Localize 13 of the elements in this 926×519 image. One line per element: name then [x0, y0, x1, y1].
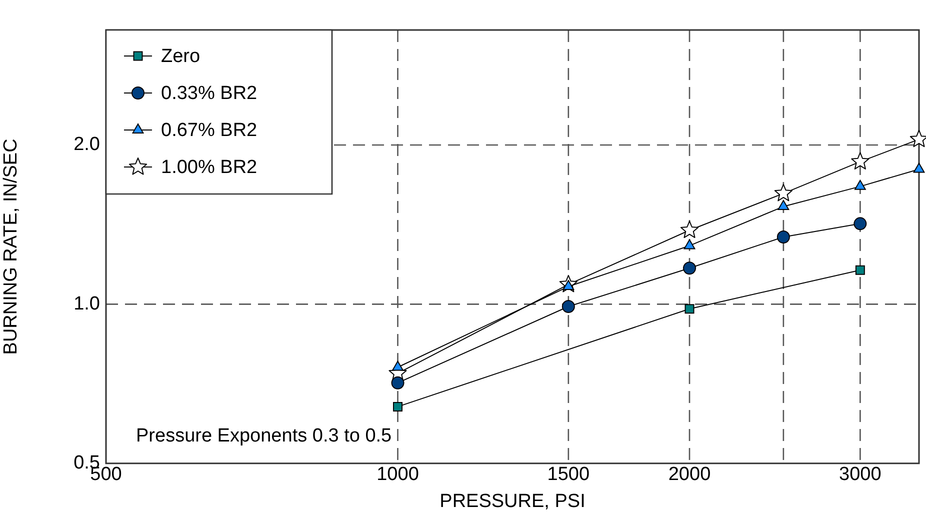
y-axis-title: BURNING RATE, IN/SEC	[0, 138, 22, 355]
x-axis-title: PRESSURE, PSI	[440, 490, 586, 512]
y-tick-label: 1.0	[74, 293, 100, 314]
x-tick-label: 1000	[376, 464, 419, 486]
annotation: Pressure Exponents 0.3 to 0.5	[136, 425, 392, 446]
x-tick-label: 2000	[668, 464, 711, 486]
x-tick-label: 3000	[839, 464, 882, 486]
y-tick-label: 2.0	[74, 134, 100, 156]
legend-label: Zero	[161, 46, 200, 68]
legend-label: 0.67% BR2	[161, 120, 258, 142]
x-tick-label: 1500	[547, 464, 590, 486]
legend-label: 0.33% BR2	[161, 83, 258, 104]
legend-label: 1.00% BR2	[161, 157, 258, 178]
